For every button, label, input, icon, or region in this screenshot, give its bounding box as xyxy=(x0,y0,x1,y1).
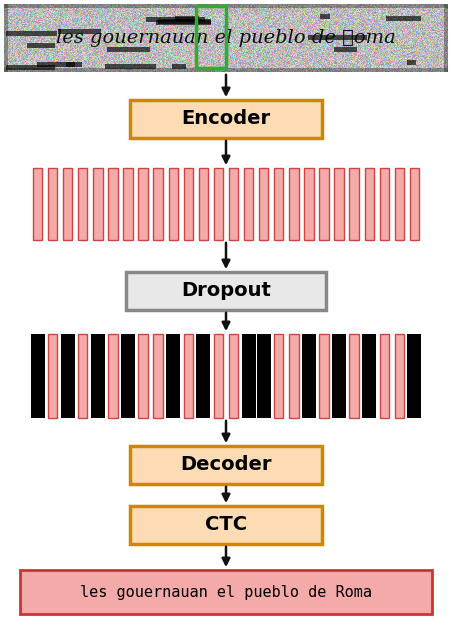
Bar xyxy=(273,334,283,418)
Text: Dropout: Dropout xyxy=(181,281,270,300)
Bar xyxy=(228,334,238,418)
Bar xyxy=(304,168,313,240)
Bar xyxy=(331,334,345,418)
Bar xyxy=(183,168,193,240)
Bar xyxy=(138,168,147,240)
Bar xyxy=(349,168,358,240)
Bar xyxy=(78,334,87,418)
Bar xyxy=(130,446,321,484)
Bar xyxy=(289,168,298,240)
Bar xyxy=(364,168,373,240)
Bar xyxy=(91,334,105,418)
Bar xyxy=(130,506,321,544)
Bar xyxy=(60,334,74,418)
Bar xyxy=(123,168,133,240)
Bar xyxy=(406,334,420,418)
Bar xyxy=(394,334,403,418)
Bar xyxy=(256,334,270,418)
Bar xyxy=(130,100,321,138)
Bar xyxy=(108,334,117,418)
Bar xyxy=(241,334,255,418)
Bar xyxy=(108,168,117,240)
Bar xyxy=(198,168,207,240)
Bar xyxy=(289,334,298,418)
Bar xyxy=(153,334,162,418)
Bar xyxy=(78,168,87,240)
Bar xyxy=(196,334,210,418)
Text: CTC: CTC xyxy=(204,516,247,535)
Bar xyxy=(168,168,178,240)
Bar xyxy=(334,168,343,240)
Bar xyxy=(153,168,162,240)
Bar xyxy=(228,168,238,240)
Bar xyxy=(361,334,375,418)
Bar xyxy=(63,168,72,240)
Bar xyxy=(126,272,325,310)
Bar xyxy=(121,334,135,418)
Bar xyxy=(379,334,388,418)
Bar xyxy=(196,6,226,68)
Text: Encoder: Encoder xyxy=(181,109,270,128)
Bar xyxy=(20,570,431,614)
Bar xyxy=(48,334,57,418)
Bar xyxy=(93,168,102,240)
Bar xyxy=(258,168,268,240)
Bar xyxy=(349,334,358,418)
Text: les gouernauan el pueblo de Roma: les gouernauan el pueblo de Roma xyxy=(80,585,371,600)
Bar xyxy=(48,168,57,240)
Bar xyxy=(31,334,45,418)
Bar xyxy=(33,168,42,240)
Text: les gouernauan el pueblo de ℝοma: les gouernauan el pueblo de ℝοma xyxy=(56,29,395,47)
Bar xyxy=(213,168,223,240)
Text: Decoder: Decoder xyxy=(180,456,271,475)
Bar xyxy=(213,334,223,418)
Bar xyxy=(409,168,418,240)
Bar xyxy=(244,168,253,240)
Bar xyxy=(138,334,147,418)
Bar xyxy=(318,334,328,418)
Bar xyxy=(318,168,328,240)
Bar xyxy=(379,168,388,240)
Bar xyxy=(394,168,403,240)
Bar xyxy=(166,334,180,418)
Bar xyxy=(273,168,283,240)
Bar xyxy=(301,334,315,418)
Bar xyxy=(183,334,193,418)
